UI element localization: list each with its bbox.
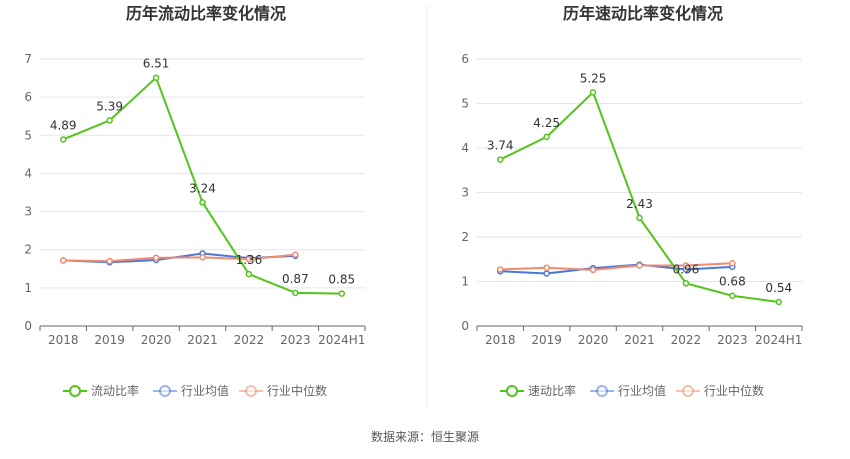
data-label: 6.51 (143, 57, 170, 71)
legend-label: 行业均值 (618, 383, 666, 398)
data-point[interactable] (59, 257, 67, 264)
data-label: 0.87 (282, 272, 309, 286)
y-tick-label: 1 (461, 275, 469, 289)
data-point[interactable] (106, 117, 113, 124)
y-tick-label: 4 (24, 166, 32, 180)
data-point[interactable] (59, 136, 67, 143)
data-label: 0.54 (765, 281, 792, 295)
data-label: 5.25 (580, 71, 607, 85)
data-point[interactable] (496, 266, 504, 273)
legend-item[interactable]: 行业中位数 (239, 383, 327, 398)
legend-marker-icon (159, 385, 171, 397)
data-source-note: 数据来源：恒生聚源 (370, 430, 479, 444)
legend-marker-icon (596, 385, 608, 397)
x-tick-label: 2018 (485, 333, 516, 347)
data-point[interactable] (589, 266, 597, 274)
data-point[interactable] (729, 260, 736, 267)
data-point[interactable] (292, 289, 299, 297)
chart-title: 历年速动比率变化情况 (563, 4, 723, 23)
data-label: 0.85 (328, 273, 355, 287)
x-tick-label: 2022 (234, 333, 265, 347)
x-tick-label: 2021 (624, 333, 655, 347)
data-label: 4.25 (533, 116, 560, 130)
data-label: 0.68 (719, 275, 746, 289)
data-point[interactable] (245, 270, 253, 278)
legend-label: 速动比率 (528, 383, 576, 398)
data-point[interactable] (589, 89, 597, 96)
legend-label: 行业中位数 (704, 383, 764, 398)
data-point[interactable] (636, 262, 643, 269)
data-label: 5.39 (96, 99, 123, 113)
data-point[interactable] (775, 298, 783, 306)
data-point[interactable] (338, 290, 346, 297)
y-tick-label: 2 (24, 243, 32, 257)
data-point[interactable] (199, 199, 206, 206)
x-tick-label: 2020 (141, 333, 172, 347)
data-point[interactable] (199, 254, 206, 261)
data-point[interactable] (636, 214, 643, 222)
x-tick-label: 2020 (578, 333, 609, 347)
legend-label: 行业均值 (181, 383, 229, 398)
y-tick-label: 3 (24, 205, 32, 219)
legend-marker-icon (69, 385, 81, 397)
legend-item[interactable]: 行业均值 (590, 383, 666, 398)
x-tick-label: 2023 (280, 333, 311, 347)
legend-item[interactable]: 流动比率 (63, 383, 139, 398)
x-tick-label: 2022 (671, 333, 702, 347)
data-point[interactable] (245, 256, 253, 263)
chart-title: 历年流动比率变化情况 (126, 4, 286, 23)
x-tick-label: 2018 (48, 333, 79, 347)
x-tick-label: 2024H1 (318, 333, 365, 347)
legend-item[interactable]: 行业均值 (153, 383, 229, 398)
y-tick-label: 5 (461, 97, 469, 111)
data-point[interactable] (106, 257, 113, 265)
legend-label: 行业中位数 (267, 383, 327, 398)
y-tick-label: 4 (461, 141, 469, 155)
series-line (63, 253, 296, 263)
y-tick-label: 6 (461, 52, 469, 66)
y-tick-label: 5 (24, 128, 32, 142)
data-label: 3.24 (189, 181, 216, 195)
legend-marker-icon (245, 385, 257, 397)
y-tick-label: 3 (461, 186, 469, 200)
y-tick-label: 0 (24, 319, 32, 333)
y-tick-label: 0 (461, 319, 469, 333)
x-tick-label: 2023 (717, 333, 748, 347)
x-tick-label: 2021 (187, 333, 218, 347)
data-point[interactable] (729, 292, 736, 299)
quick-ratio-chart: 历年速动比率变化情况 0 1 2 3 4 5 6 2018 2019 2020 2021 2022 202… (461, 4, 803, 398)
legend-item[interactable]: 速动比率 (500, 383, 576, 398)
y-tick-label: 6 (24, 90, 32, 104)
data-label: 2.43 (626, 197, 653, 211)
legend-item[interactable]: 行业中位数 (676, 383, 764, 398)
data-label: 0.96 (673, 262, 700, 276)
data-label: 3.74 (487, 139, 514, 153)
x-tick-label: 2019 (531, 333, 562, 347)
data-point[interactable] (496, 156, 504, 163)
legend-label: 流动比率 (91, 383, 139, 398)
data-label: 4.89 (50, 118, 77, 132)
data-point[interactable] (292, 251, 299, 258)
series-line (500, 262, 733, 271)
x-tick-label: 2019 (94, 333, 125, 347)
legend-marker-icon (506, 385, 518, 397)
data-point[interactable] (152, 254, 160, 261)
data-point[interactable] (543, 264, 550, 271)
data-point[interactable] (682, 280, 690, 287)
legend-marker-icon (682, 385, 694, 397)
data-point[interactable] (682, 262, 690, 269)
x-tick-label: 2024H1 (755, 333, 802, 347)
data-label: 1.36 (236, 253, 263, 267)
data-point[interactable] (543, 133, 550, 141)
current-ratio-chart: 历年流动比率变化情况 0 1 2 3 4 5 6 7 2018 2019 2020 2021 2022 20… (24, 4, 366, 398)
y-tick-label: 1 (24, 281, 32, 295)
series-line (500, 263, 733, 275)
data-point[interactable] (543, 270, 550, 277)
y-tick-label: 7 (24, 52, 32, 66)
y-tick-label: 2 (461, 230, 469, 244)
data-point[interactable] (152, 74, 160, 81)
